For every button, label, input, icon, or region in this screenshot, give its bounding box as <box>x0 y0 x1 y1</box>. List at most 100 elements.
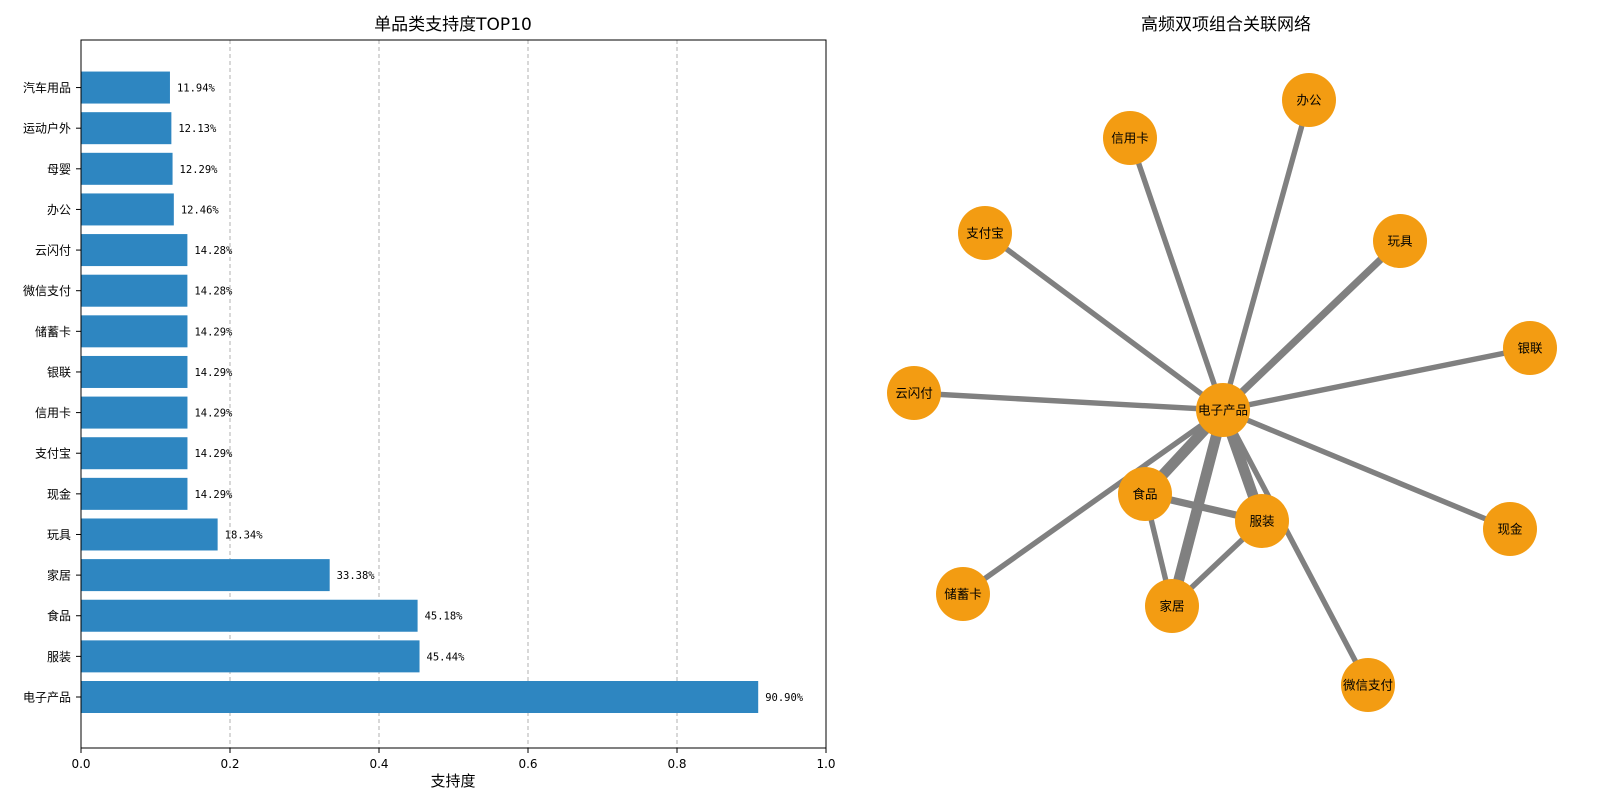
network-edges <box>913 99 1531 687</box>
x-tick-label: 0.4 <box>369 757 388 771</box>
bar <box>81 559 330 592</box>
category-label: 储蓄卡 <box>35 324 71 339</box>
bar-value-label: 18.34% <box>225 529 264 541</box>
network-node-label: 云闪付 <box>895 386 933 401</box>
category-label: 办公 <box>47 202 71 217</box>
bar-value-label: 14.29% <box>194 367 233 379</box>
bar <box>81 355 188 388</box>
network-node-label: 服装 <box>1249 514 1274 529</box>
bar <box>81 396 188 429</box>
network-node-label: 电子产品 <box>1198 403 1248 418</box>
x-tick-label: 1.0 <box>816 757 835 771</box>
network-edge <box>1220 238 1403 413</box>
bar <box>81 234 188 267</box>
network-node <box>1145 579 1199 633</box>
network-node <box>936 567 990 621</box>
network-node-label: 玩具 <box>1387 234 1413 249</box>
bar-value-label: 90.90% <box>765 692 804 704</box>
bar <box>81 152 173 185</box>
network-node <box>887 366 941 420</box>
bar-value-label: 14.29% <box>194 408 233 420</box>
bar <box>81 274 188 307</box>
category-label: 现金 <box>47 486 71 501</box>
x-tick-label: 0.2 <box>220 757 239 771</box>
category-label: 运动户外 <box>23 121 71 136</box>
network-node <box>1196 383 1250 437</box>
bar-value-label: 14.28% <box>194 245 233 257</box>
bar-value-label: 12.29% <box>180 164 219 176</box>
bar <box>81 71 170 104</box>
category-label: 云闪付 <box>35 244 71 258</box>
bar <box>81 315 188 348</box>
bar-value-label: 14.29% <box>194 448 233 460</box>
network-node-label: 食品 <box>1132 487 1157 502</box>
network-node-label: 家居 <box>1159 599 1184 614</box>
category-label: 微信支付 <box>23 284 71 298</box>
category-label: 食品 <box>47 608 71 623</box>
category-label: 家居 <box>47 568 71 583</box>
category-label: 服装 <box>47 650 71 664</box>
bar <box>81 477 188 510</box>
network-edge <box>1220 99 1312 411</box>
bar-value-label: 45.18% <box>425 611 464 623</box>
x-tick-label: 0.0 <box>71 757 90 771</box>
network-node-label: 支付宝 <box>966 226 1004 241</box>
x-tick-labels: 0.0 0.2 0.4 0.6 0.8 1.0 <box>71 748 836 771</box>
network-edge <box>983 230 1225 413</box>
bar-value-label: 14.29% <box>194 489 233 501</box>
bar <box>81 193 174 226</box>
network-edge <box>913 390 1224 413</box>
bar <box>81 640 420 673</box>
bar-value-label: 14.29% <box>194 326 233 338</box>
network-node-label: 信用卡 <box>1111 131 1149 146</box>
network-node <box>1282 73 1336 127</box>
bar-chart-panel: 单品类支持度TOP10 90.90% 45.44% 45.18% 33.38% 18.3… <box>23 15 836 790</box>
plot-frame <box>80 39 827 749</box>
bar-value-label: 12.46% <box>181 204 220 216</box>
network-edge <box>1222 345 1531 413</box>
network-title: 高频双项组合关联网络 <box>1141 15 1311 35</box>
network-node-label: 微信支付 <box>1343 678 1393 693</box>
category-label: 汽车用品 <box>23 80 71 95</box>
network-panel: 高频双项组合关联网络 电子产品 办公信用卡支付宝玩具银联云闪付食品服装现金储蓄卡家… <box>887 15 1557 712</box>
bar-value-label: 45.44% <box>427 651 466 663</box>
network-node <box>1118 467 1172 521</box>
bar <box>81 112 172 145</box>
x-tick-label: 0.8 <box>667 757 686 771</box>
bar-value-label: 14.28% <box>194 286 233 298</box>
category-label: 电子产品 <box>23 691 71 705</box>
network-edge <box>1221 407 1512 532</box>
network-node-label: 现金 <box>1497 522 1523 537</box>
bar-value-label: 11.94% <box>177 83 216 95</box>
network-node <box>1503 321 1557 375</box>
network-node <box>1235 494 1289 548</box>
bar <box>81 681 759 713</box>
category-tick-labels: 电子产品 服装 食品 家居 玩具 现金 支付宝 信用卡 银联 储蓄卡 微信支付 云闪付 办公 母婴 运动户外… <box>23 80 81 705</box>
category-label: 母婴 <box>47 162 71 176</box>
network-edge <box>1127 137 1226 411</box>
bars <box>81 71 759 713</box>
bar <box>81 599 418 632</box>
x-axis-label: 支持度 <box>430 772 475 790</box>
network-node-label: 储蓄卡 <box>944 587 982 602</box>
bar <box>81 518 218 551</box>
category-label: 玩具 <box>47 528 71 542</box>
network-node <box>958 206 1012 260</box>
network-edge <box>1220 408 1371 687</box>
network-node <box>1341 658 1395 712</box>
category-label: 银联 <box>47 365 71 379</box>
bar-value-label: 12.13% <box>178 123 217 135</box>
x-tick-label: 0.6 <box>518 757 537 771</box>
bar <box>81 437 188 470</box>
bar-value-label: 33.38% <box>337 570 376 582</box>
network-edge <box>961 407 1225 597</box>
network-node-label: 办公 <box>1296 93 1322 108</box>
category-label: 信用卡 <box>35 406 71 420</box>
network-node <box>1373 214 1427 268</box>
network-node <box>1103 111 1157 165</box>
bar-chart-title: 单品类支持度TOP10 <box>374 15 532 35</box>
network-node <box>1483 502 1537 556</box>
network-node-label: 银联 <box>1517 341 1543 356</box>
